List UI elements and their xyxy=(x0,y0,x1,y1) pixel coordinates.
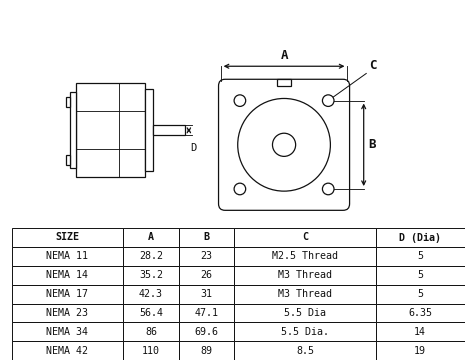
Text: 47.1: 47.1 xyxy=(194,308,219,318)
Bar xyxy=(12,341,123,360)
Text: 6.35: 6.35 xyxy=(408,308,432,318)
Bar xyxy=(376,266,465,285)
Text: D (Dia): D (Dia) xyxy=(399,232,441,243)
Bar xyxy=(66,155,71,165)
Text: 8.5: 8.5 xyxy=(296,346,314,356)
Bar xyxy=(234,323,376,341)
Bar xyxy=(234,247,376,266)
Text: D: D xyxy=(191,143,197,153)
Bar xyxy=(179,341,234,360)
Text: C: C xyxy=(302,232,308,243)
Text: M3 Thread: M3 Thread xyxy=(278,270,332,280)
Text: 5.5 Dia: 5.5 Dia xyxy=(284,308,326,318)
Bar xyxy=(376,341,465,360)
Bar xyxy=(12,323,123,341)
Bar xyxy=(376,228,465,247)
Bar xyxy=(234,304,376,323)
Text: NEMA 42: NEMA 42 xyxy=(46,346,89,356)
Bar xyxy=(234,266,376,285)
Bar xyxy=(145,89,153,171)
Text: 5: 5 xyxy=(417,251,423,261)
Bar xyxy=(12,247,123,266)
Text: 31: 31 xyxy=(201,289,212,299)
Circle shape xyxy=(234,183,246,195)
Text: 26: 26 xyxy=(201,270,212,280)
Bar xyxy=(179,304,234,323)
Bar xyxy=(376,247,465,266)
Text: B: B xyxy=(203,232,210,243)
Text: 5.5 Dia.: 5.5 Dia. xyxy=(281,327,329,337)
Bar xyxy=(123,323,179,341)
Text: M2.5 Thread: M2.5 Thread xyxy=(272,251,338,261)
Bar xyxy=(12,228,123,247)
Bar xyxy=(123,341,179,360)
Text: M3 Thread: M3 Thread xyxy=(278,289,332,299)
Bar xyxy=(179,266,234,285)
Text: 42.3: 42.3 xyxy=(139,289,163,299)
Bar xyxy=(123,228,179,247)
FancyBboxPatch shape xyxy=(219,79,350,210)
Bar xyxy=(123,285,179,304)
Text: 19: 19 xyxy=(414,346,426,356)
Bar xyxy=(179,247,234,266)
Bar xyxy=(376,304,465,323)
Text: NEMA 17: NEMA 17 xyxy=(46,289,89,299)
Circle shape xyxy=(322,95,334,106)
Text: 86: 86 xyxy=(145,327,157,337)
Bar xyxy=(234,228,376,247)
Text: C: C xyxy=(369,59,376,72)
Text: 14: 14 xyxy=(414,327,426,337)
Bar xyxy=(153,125,184,135)
Bar xyxy=(12,285,123,304)
Text: NEMA 23: NEMA 23 xyxy=(46,308,89,318)
Text: B: B xyxy=(368,138,375,151)
Text: 110: 110 xyxy=(142,346,160,356)
Bar xyxy=(12,304,123,323)
Bar xyxy=(234,285,376,304)
Bar xyxy=(12,266,123,285)
Text: 5: 5 xyxy=(417,270,423,280)
Bar xyxy=(123,304,179,323)
Bar xyxy=(123,266,179,285)
Bar xyxy=(376,323,465,341)
Text: NEMA 14: NEMA 14 xyxy=(46,270,89,280)
Bar xyxy=(179,323,234,341)
Text: A: A xyxy=(280,49,288,62)
Text: 69.6: 69.6 xyxy=(194,327,219,337)
Circle shape xyxy=(234,95,246,106)
Bar xyxy=(277,79,291,86)
Bar xyxy=(376,285,465,304)
Text: 35.2: 35.2 xyxy=(139,270,163,280)
Text: A: A xyxy=(148,232,154,243)
Circle shape xyxy=(238,98,330,191)
Bar xyxy=(179,228,234,247)
Text: SIZE: SIZE xyxy=(55,232,80,243)
Text: 23: 23 xyxy=(201,251,212,261)
Bar xyxy=(66,97,71,107)
Text: 28.2: 28.2 xyxy=(139,251,163,261)
Bar xyxy=(234,341,376,360)
Bar xyxy=(179,285,234,304)
Bar xyxy=(123,247,179,266)
Bar xyxy=(71,92,76,168)
Bar xyxy=(76,83,145,177)
Circle shape xyxy=(273,133,296,156)
Text: 89: 89 xyxy=(201,346,212,356)
Circle shape xyxy=(322,183,334,195)
Text: NEMA 34: NEMA 34 xyxy=(46,327,89,337)
Text: NEMA 11: NEMA 11 xyxy=(46,251,89,261)
Text: 5: 5 xyxy=(417,289,423,299)
Text: 56.4: 56.4 xyxy=(139,308,163,318)
